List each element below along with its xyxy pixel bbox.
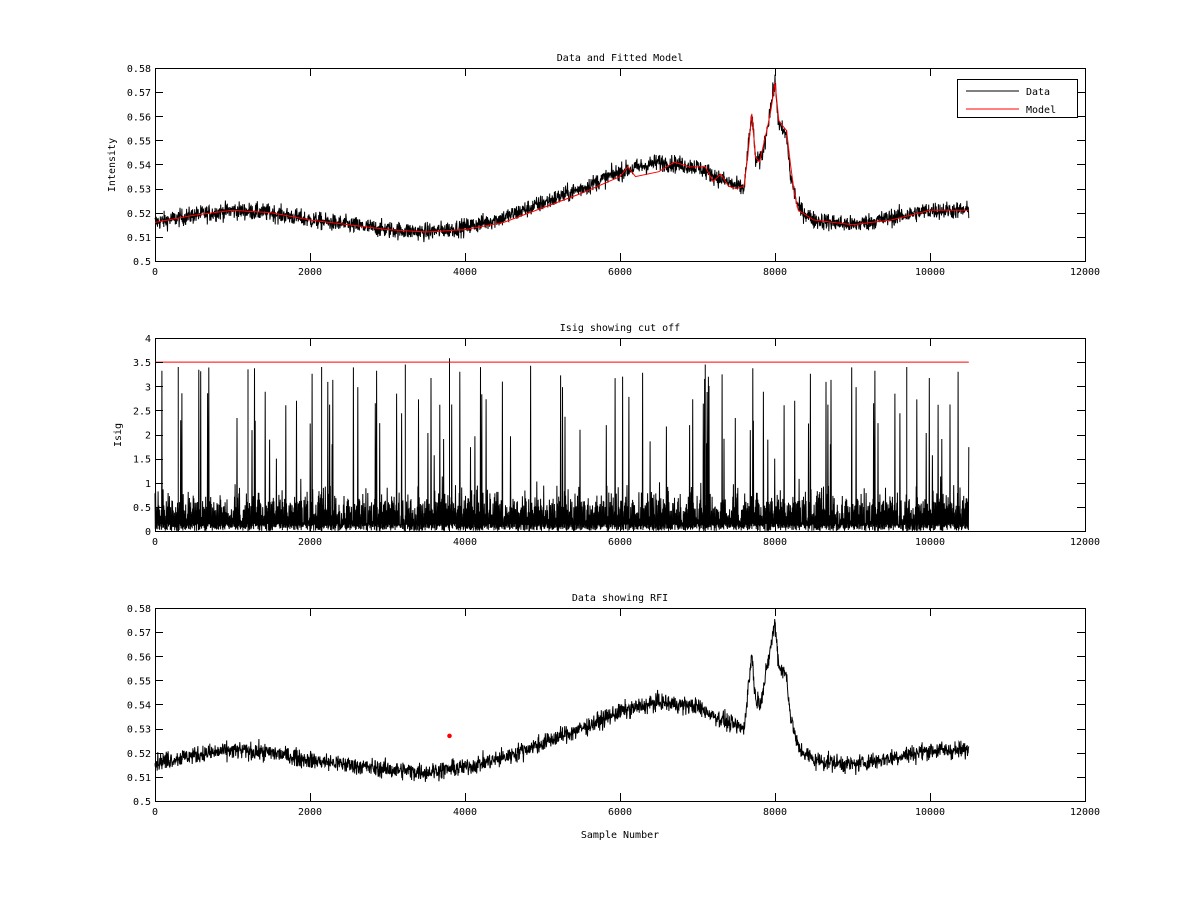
y-tick-label: 0.52 <box>127 209 151 220</box>
y-tick-label: 0.57 <box>127 628 151 639</box>
x-tick-label: 6000 <box>608 267 632 278</box>
y-tick-label: 0 <box>145 527 151 538</box>
tick-labels: 0 2000 4000 6000 8000 10000 12000 0.5 0.51 0.52 0.… <box>127 604 1100 818</box>
x-tick-label: 4000 <box>453 267 477 278</box>
tick-labels: 0 2000 4000 6000 8000 10000 12000 0.5 0.51 0.52 0.… <box>127 64 1100 278</box>
y-tick-label: 0.53 <box>127 725 151 736</box>
tick-labels: 0 2000 4000 6000 8000 10000 12000 0 0.5 1 1.5 2 2.5 3… <box>133 334 1100 548</box>
x-tick-label: 10000 <box>915 537 945 548</box>
x-tick-label: 0 <box>152 807 158 818</box>
legend-box <box>957 79 1078 118</box>
x-tick-label: 4000 <box>453 807 477 818</box>
subplot-data-and-fitted-model: 0 2000 4000 6000 8000 10000 12000 0.5 0.51 0.52 0.… <box>107 53 1100 278</box>
y-tick-label: 4 <box>145 334 151 345</box>
x-tick-label: 8000 <box>763 267 787 278</box>
x-tick-label: 12000 <box>1070 807 1100 818</box>
subplot-data-showing-rfi: 0 2000 4000 6000 8000 10000 12000 0.5 0.51 0.52 0.… <box>127 593 1100 841</box>
y-tick-label: 0.53 <box>127 185 151 196</box>
data-series-line <box>154 618 970 782</box>
tick-marks <box>155 608 1086 802</box>
plot-area <box>154 618 970 782</box>
x-tick-label: 2000 <box>298 807 322 818</box>
x-tick-label: 0 <box>152 267 158 278</box>
plot-area <box>154 74 970 243</box>
tick-marks <box>155 68 1086 262</box>
x-tick-label: 6000 <box>608 537 632 548</box>
y-tick-label: 1 <box>145 479 151 490</box>
y-tick-label: 0.51 <box>127 773 151 784</box>
x-tick-label: 2000 <box>298 537 322 548</box>
chart-title: Data and Fitted Model <box>557 53 683 64</box>
y-tick-label: 0.5 <box>133 257 151 268</box>
x-tick-label: 8000 <box>763 807 787 818</box>
legend: Data Model <box>957 79 1078 118</box>
y-tick-label: 0.52 <box>127 749 151 760</box>
data-series-line <box>154 74 970 243</box>
y-tick-label: 3.5 <box>133 358 151 369</box>
y-tick-label: 2.5 <box>133 406 151 417</box>
x-tick-label: 12000 <box>1070 537 1100 548</box>
y-tick-label: 0.56 <box>127 112 151 123</box>
y-tick-label: 3 <box>145 382 151 393</box>
y-tick-label: 0.5 <box>133 503 151 514</box>
y-tick-label: 0.51 <box>127 233 151 244</box>
x-tick-label: 8000 <box>763 537 787 548</box>
y-tick-label: 0.55 <box>127 676 151 687</box>
x-tick-label: 4000 <box>453 537 477 548</box>
y-tick-label: 0.54 <box>127 701 151 712</box>
y-tick-label: 0.54 <box>127 161 151 172</box>
tick-marks <box>155 338 1086 532</box>
y-tick-label: 1.5 <box>133 455 151 466</box>
x-tick-label: 12000 <box>1070 267 1100 278</box>
isig-series-line <box>154 365 970 532</box>
y-axis-label: Intensity <box>107 138 118 192</box>
x-axis-label: Sample Number <box>581 830 659 841</box>
y-tick-label: 0.57 <box>127 88 151 99</box>
x-tick-label: 10000 <box>915 807 945 818</box>
y-tick-label: 0.58 <box>127 604 151 615</box>
x-tick-label: 2000 <box>298 267 322 278</box>
model-series-line <box>154 82 969 233</box>
legend-label-model: Model <box>1026 105 1056 116</box>
y-tick-label: 0.5 <box>133 797 151 808</box>
axes-frame <box>155 608 1086 802</box>
x-tick-label: 6000 <box>608 807 632 818</box>
y-tick-label: 0.55 <box>127 136 151 147</box>
y-tick-label: 0.56 <box>127 652 151 663</box>
axes-frame <box>155 68 1086 262</box>
chart-title: Data showing RFI <box>572 593 668 604</box>
x-tick-label: 0 <box>152 537 158 548</box>
chart-title: Isig showing cut off <box>560 323 680 334</box>
legend-label-data: Data <box>1026 87 1050 98</box>
y-tick-label: 2 <box>145 431 151 442</box>
subplot-isig-showing-cut-off: 0 2000 4000 6000 8000 10000 12000 0 0.5 1 1.5 2 2.5 3… <box>113 323 1100 548</box>
y-tick-label: 0.58 <box>127 64 151 75</box>
y-axis-label: Isig <box>113 423 124 447</box>
rfi-marker <box>447 733 452 739</box>
x-tick-label: 10000 <box>915 267 945 278</box>
plot-area <box>154 358 970 532</box>
